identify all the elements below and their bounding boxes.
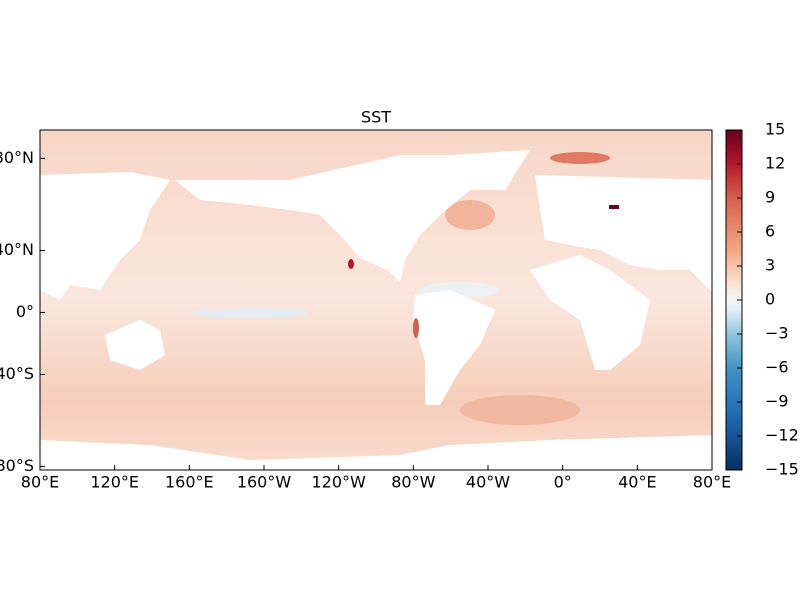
colorbar-tick-label: −15 — [765, 460, 799, 479]
hotspot — [348, 259, 354, 269]
x-tick-label: 80°E — [21, 473, 59, 492]
map — [39, 129, 713, 471]
chart-title: SST — [361, 108, 391, 127]
x-tick-label: 40°E — [618, 473, 656, 492]
colorbar-tick-label: −6 — [765, 358, 789, 377]
colorbar-tick-label: −3 — [765, 324, 789, 343]
y-tick-label: 80°N — [0, 148, 34, 167]
x-tick-label: 0° — [554, 473, 572, 492]
colorbar-tick-label: 6 — [765, 222, 775, 241]
x-tick-label: 120°W — [311, 473, 366, 492]
colorbar-tick-label: −12 — [765, 426, 799, 445]
colorbar-tick-label: 0 — [765, 290, 775, 309]
warm-patch — [445, 200, 495, 230]
y-tick-label: 0° — [16, 302, 34, 321]
colorbar-tick-label: −9 — [765, 392, 789, 411]
x-tick-label: 160°W — [237, 473, 292, 492]
y-tick-label: 80°S — [0, 456, 34, 475]
x-tick-label: 80°E — [693, 473, 731, 492]
equatorial-cold-tongue — [190, 308, 310, 318]
hotspot — [609, 205, 619, 209]
warm-patch — [460, 395, 580, 425]
y-tick-label: 40°S — [0, 364, 34, 383]
plot-frame — [39, 129, 713, 471]
x-tick-label: 40°W — [466, 473, 510, 492]
colorbar-tick-label: 3 — [765, 256, 775, 275]
hotspot — [550, 152, 610, 164]
x-tick-label: 120°E — [90, 473, 139, 492]
colorbar-tick-label: 9 — [765, 188, 775, 207]
hotspot — [413, 318, 419, 338]
x-tick-label: 160°E — [165, 473, 214, 492]
land — [40, 150, 712, 470]
y-tick-label: 40°N — [0, 240, 34, 259]
colorbar-tick-label: 15 — [765, 120, 785, 139]
x-tick-label: 80°W — [391, 473, 435, 492]
colorbar-tick-label: 12 — [765, 154, 785, 173]
